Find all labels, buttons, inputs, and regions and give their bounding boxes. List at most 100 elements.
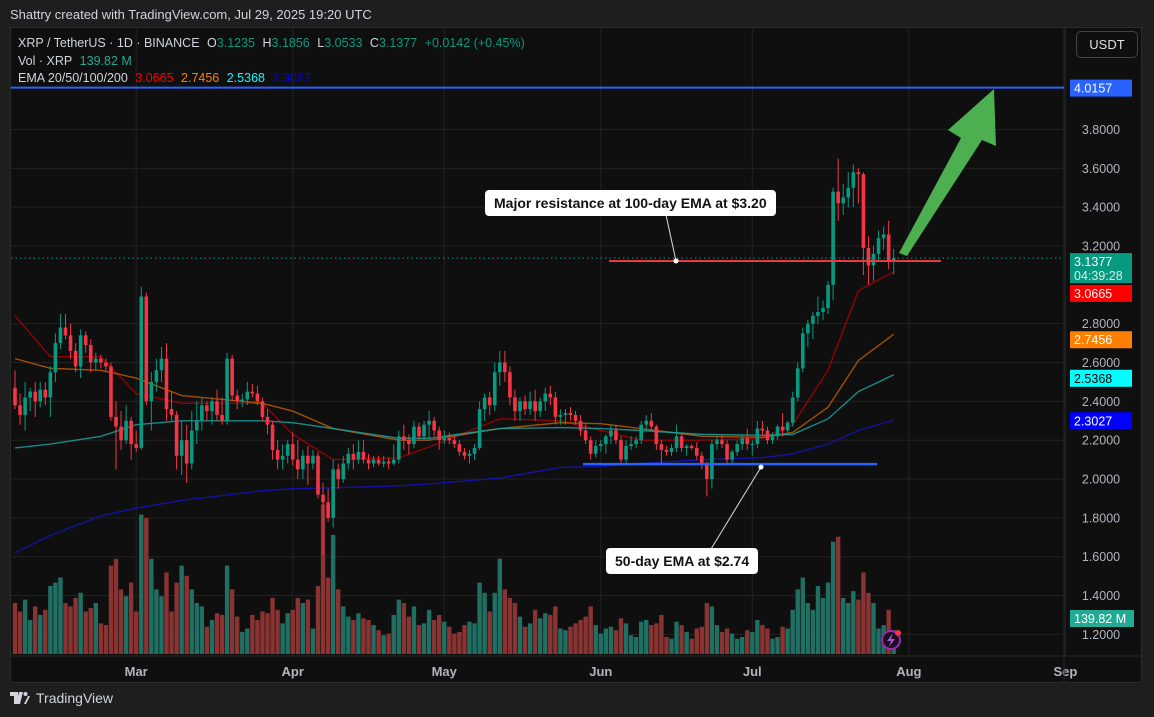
price-chart[interactable]: Mar Apr May Jun Jul Aug Sep 3.8000 3.6000 3.4000 3… [11,28,1143,684]
candle-body [457,444,462,452]
volume-bar [416,625,422,654]
footer-brand[interactable]: TradingView [36,690,114,706]
volume-bar [709,606,715,654]
volume-bar [512,603,518,654]
time-tick-label: Apr [282,664,304,679]
candle-body [614,430,618,441]
candle-body [538,401,542,412]
volume-bar [159,596,164,654]
volume-bar [815,586,821,654]
candle-body [129,420,133,445]
volume-bar [214,613,220,654]
candle-body [679,436,684,448]
candle-body [124,420,128,441]
currency-button[interactable]: USDT [1076,31,1138,58]
candle-body [18,405,22,415]
candle-body [775,426,780,437]
candle-body [260,401,265,417]
volume-label[interactable]: Vol · XRP [18,54,73,68]
volume-bar [73,597,78,654]
candle-body [159,358,164,371]
ema20-value: 3.0665 [135,71,174,85]
volume-bar [320,504,326,654]
price-tick-label: 2.0000 [1082,473,1120,487]
volume-bar [583,616,588,654]
volume-bar [149,558,154,654]
ema-label[interactable]: EMA 20/50/100/200 [18,71,128,85]
candle-body [765,430,770,441]
candle-body [331,469,335,518]
volume-bar [866,592,871,654]
volume-bar [43,609,48,654]
volume-bar [553,606,558,654]
candle-body [593,446,598,454]
volume-bar [457,631,462,654]
candle-body [674,436,679,448]
candle-body [13,387,17,406]
volume-bar [260,611,265,654]
volume-bar [659,614,664,654]
ema200-price-label-bg [1070,412,1132,430]
price-tick-label: 2.6000 [1082,356,1120,370]
candle-body [407,440,411,445]
chart-panel[interactable]: Mar Apr May Jun Jul Aug Sep 3.8000 3.6000 3.4000 3… [10,27,1143,684]
candle-body [881,234,886,239]
volume-bar [830,541,836,654]
ema50-annotation[interactable]: 50-day EMA at $2.74 [606,548,759,574]
time-tick-label: May [432,664,458,679]
candle-body [361,451,366,460]
candle-body [38,389,43,402]
time-tick-label: Aug [896,664,921,679]
volume-bar [628,635,634,654]
volume-bar [775,637,780,654]
volume-bar [548,614,553,654]
open-value: 3.1235 [216,36,255,50]
volume-bar [275,609,280,654]
candle-body [28,391,32,398]
candle-body [412,426,416,445]
volume-bar [507,597,513,654]
price-tick-label: 3.4000 [1082,201,1120,215]
candle-body [710,444,714,480]
price-tick-label: 3.2000 [1082,240,1120,254]
candle-body [760,428,765,431]
volume-bar [841,597,846,654]
resistance-annotation[interactable]: Major resistance at 100-day EMA at $3.20 [485,190,776,216]
candle-body [119,426,123,441]
candle-body [144,296,149,402]
symbol-title[interactable]: XRP / TetherUS · 1D · BINANCE [18,36,200,50]
volume-bar [164,572,169,654]
volume-price-label: 139.82 M [1074,612,1126,626]
volume-bar [724,628,730,654]
candle-body [816,312,820,316]
candle-body [270,424,275,450]
candle-body [210,401,214,412]
candle-body [588,440,593,454]
time-tick-label: Sep [1053,664,1077,679]
volume-bar [639,621,644,654]
volume-bar [477,582,482,654]
ema200-price-label: 2.3027 [1074,414,1112,428]
volume-bar [391,614,396,654]
low-value: 3.0533 [324,36,363,50]
volume-bar [386,633,391,654]
candle-body [801,333,805,369]
candle-body [195,420,199,431]
candle-body [735,444,739,452]
candle-body [523,401,527,410]
candle-body [785,422,790,431]
volume-bar [502,589,508,654]
last-price-label-bg [1070,253,1132,284]
candle-body [684,446,689,448]
volume-bar [633,637,639,654]
candle-body [548,393,553,398]
volume-bar [250,614,255,654]
time-tick-label: Jul [743,664,762,679]
volume-bar [295,597,300,654]
ema20-price-label-bg [1070,284,1132,302]
candle-body [498,362,502,373]
chart-credit: Shattry created with TradingView.com, Ju… [10,7,372,22]
ema100-value: 2.5368 [226,71,265,85]
volume-bar [825,582,831,654]
candle-body [417,426,421,437]
